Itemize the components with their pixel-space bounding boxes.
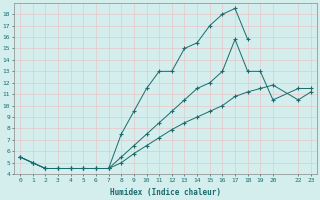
X-axis label: Humidex (Indice chaleur): Humidex (Indice chaleur) [110,188,221,197]
